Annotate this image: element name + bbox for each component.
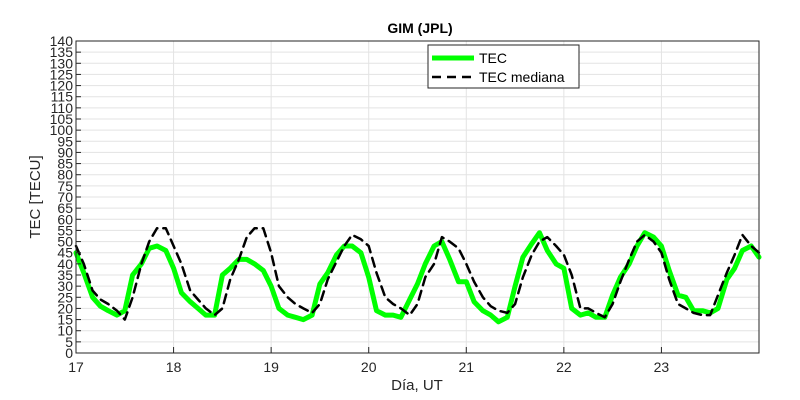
- y-tick-label: 70: [57, 189, 73, 205]
- x-tick-label: 22: [556, 359, 572, 375]
- y-tick-label: 15: [57, 312, 73, 328]
- y-tick-label: 30: [57, 278, 73, 294]
- y-tick-label: 40: [57, 256, 73, 272]
- x-gridlines: [75, 41, 662, 353]
- y-tick-label: 120: [50, 78, 74, 94]
- legend-label-tec-mediana: TEC mediana: [479, 69, 565, 85]
- y-tick-label: 60: [57, 211, 73, 227]
- y-tick-label: 115: [51, 89, 74, 105]
- y-tick-label: 45: [57, 245, 73, 261]
- x-tick-label: 17: [68, 359, 84, 375]
- y-tick-label: 65: [57, 200, 73, 216]
- x-tick-label: 19: [263, 359, 279, 375]
- x-axis: 17 18 19 20 21 22 23: [68, 347, 669, 375]
- legend: TEC TEC mediana: [427, 44, 580, 89]
- x-tick-label: 18: [166, 359, 182, 375]
- x-tick-label: 20: [361, 359, 377, 375]
- y-axis: 0510152025303540455055606570758085909510…: [50, 33, 81, 361]
- y-tick-label: 140: [50, 33, 74, 49]
- series-line-tec-mediana: [74, 226, 761, 321]
- y-tick-label: 25: [57, 289, 73, 305]
- y-tick-label: 55: [57, 222, 73, 238]
- y-tick-label: 100: [50, 122, 74, 138]
- x-axis-label: Día, UT: [391, 377, 443, 394]
- x-tick-label: 23: [654, 359, 670, 375]
- y-tick-label: 130: [50, 55, 74, 71]
- y-tick-label: 80: [57, 167, 73, 183]
- y-tick-label: 110: [51, 100, 74, 116]
- x-tick-label: 21: [458, 359, 474, 375]
- y-tick-label: 135: [50, 44, 74, 60]
- y-tick-label: 50: [57, 234, 73, 250]
- legend-box: [427, 44, 580, 89]
- y-tick-label: 0: [65, 345, 73, 361]
- series-layer: [73, 226, 762, 325]
- y-tick-label: 125: [50, 66, 74, 82]
- y-tick-label: 95: [57, 133, 73, 149]
- legend-label-tec: TEC: [479, 50, 507, 66]
- y-axis-label: TEC [TECU]: [27, 155, 44, 238]
- plot-area: [73, 40, 762, 354]
- chart-title: GIM (JPL): [387, 20, 452, 36]
- y-tick-label: 90: [57, 144, 73, 160]
- y-tick-label: 10: [57, 323, 73, 339]
- y-tick-label: 5: [65, 334, 73, 350]
- y-tick-label: 20: [57, 300, 73, 316]
- y-tick-label: 75: [57, 178, 73, 194]
- y-tick-label: 35: [57, 267, 73, 283]
- series-line-tec: [73, 230, 762, 325]
- y-tick-label: 105: [50, 111, 74, 127]
- y-tick-label: 85: [57, 156, 73, 172]
